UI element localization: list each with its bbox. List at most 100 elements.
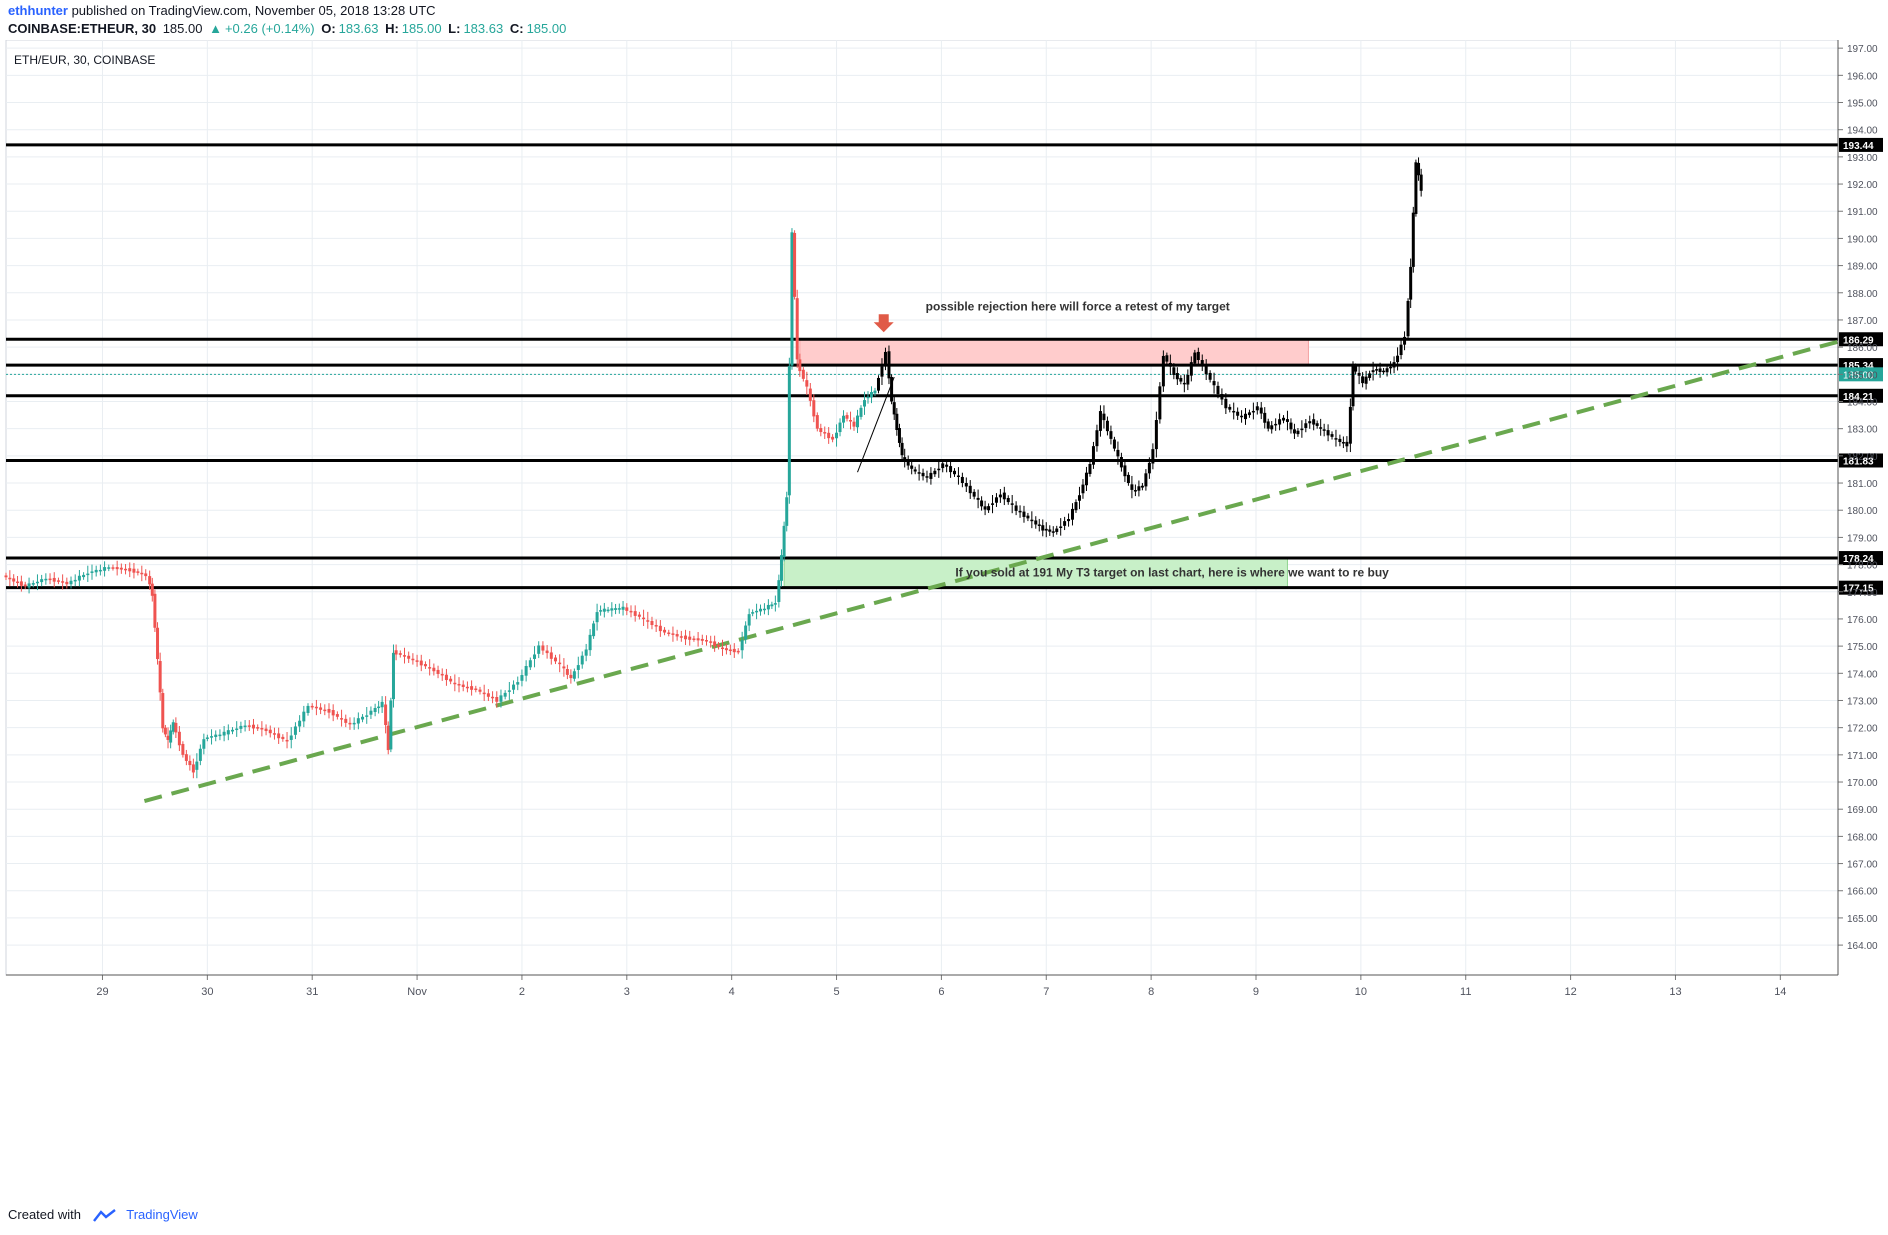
candle-body [411,658,415,661]
y-axis[interactable]: 164.00 165.00 166.00 167.00 168.00 169.00 170.… [1837,40,1878,975]
candle-body [835,432,839,439]
candle-body [222,731,226,736]
level-label: 184.21 [1843,392,1874,403]
x-axis[interactable]: 29 30 31 Nov 2 3 4 5 6 7 8 9 10 11 12 13 14 [6,974,1838,998]
candle-body [633,611,637,616]
candle-body [801,369,805,379]
projection-bar-body [1006,497,1010,503]
candle-body [528,660,532,668]
current-price-box [1839,367,1883,382]
drawn-line [857,376,895,473]
candle-body [61,581,65,583]
author-link[interactable]: ethhunter [8,3,68,18]
projection-bar-body [892,402,896,415]
projection-bar-body [883,351,887,366]
candle-body [444,674,448,681]
candle-body [94,569,98,573]
projection-bar-body [1130,484,1134,490]
candle-body [798,359,802,372]
candle-body [654,625,658,627]
candle-body [819,428,823,433]
tradingview-brand[interactable]: TradingView [126,1207,198,1222]
candle-body [158,661,162,693]
candle-body [762,608,766,611]
candle-body [617,608,621,610]
projection-bar-body [1255,406,1259,411]
candle-body [356,718,360,724]
projection-bar-body [1112,439,1116,449]
candle-body [419,660,423,666]
candle-body [86,573,90,576]
candle-body [812,400,816,417]
candle-body [31,583,35,585]
trendline-group [143,339,1839,803]
candle-body [226,730,230,735]
projection-bar-body [983,506,987,510]
candle-body [302,711,306,722]
candle-body [675,634,679,637]
y-tick-label: 169.00 [1847,805,1878,816]
candle-body [482,692,486,695]
candle-body [166,735,170,740]
candle-body [576,665,580,670]
candle-body [352,722,356,725]
projection-bar-body [1399,344,1403,356]
projection-bar-body [1189,362,1193,376]
projection-bar-body [953,470,957,475]
projection-bar-body [1345,441,1349,447]
candle-body [391,652,395,700]
candle-body [12,578,16,582]
projection-bar-body [1315,423,1319,426]
low-label: L: [448,21,461,36]
projection-bar-body [1338,438,1342,443]
candle-body [65,581,69,585]
chart-grid [5,40,1839,976]
candle-body [713,641,717,647]
candle-body [549,652,553,659]
projection-bar-body [1204,364,1208,375]
projection-bar-body [1361,376,1365,384]
projection-bar-body [1018,510,1022,513]
candle-body [205,737,209,739]
projection-bar-body [1137,486,1141,491]
projection-bar-body [1168,362,1172,367]
candle-body [69,580,73,585]
low-value: 183.63 [463,21,504,36]
projection-bar-body [1285,419,1289,422]
projection-bar-body [1270,425,1274,430]
rejection-note: possible rejection here will force a ret… [926,299,1230,313]
candle-body [27,583,31,588]
price-chart[interactable]: 193.44 186.29 185.34 184.21 181.83 178.24 177.… [0,40,1888,1203]
candle-body [773,603,777,605]
candle-body [327,708,331,713]
projection-bar-body [1034,520,1038,525]
projection-bar-body [1282,417,1286,421]
projection-bar-body [1266,421,1270,429]
projection-bar-body [1357,372,1361,376]
candle-body [580,655,584,665]
candle-body [432,667,436,672]
candle-body [736,650,740,653]
candle-body [161,693,165,729]
y-tick-label: 196.00 [1847,71,1878,82]
candle-body [592,623,596,637]
candle-body [210,736,214,738]
projection-bar-body [913,469,917,472]
candle-body [866,396,870,399]
candle-body [862,400,866,407]
projection-bar-body [1247,412,1251,416]
projection-bar-body [1378,368,1382,372]
level-label: 181.83 [1843,456,1874,467]
candle-body [331,710,335,716]
candle-body [115,567,119,570]
level-label-box [1839,332,1883,347]
candle-body [218,734,222,737]
projection-bar-body [1409,266,1413,300]
candle-body [720,647,724,650]
y-tick-label: 165.00 [1847,914,1878,925]
candle-body [436,669,440,674]
candle-body [264,728,268,732]
projection-bar-body [1371,370,1375,373]
projection-bar-body [1341,442,1345,444]
candle-body [239,725,243,729]
